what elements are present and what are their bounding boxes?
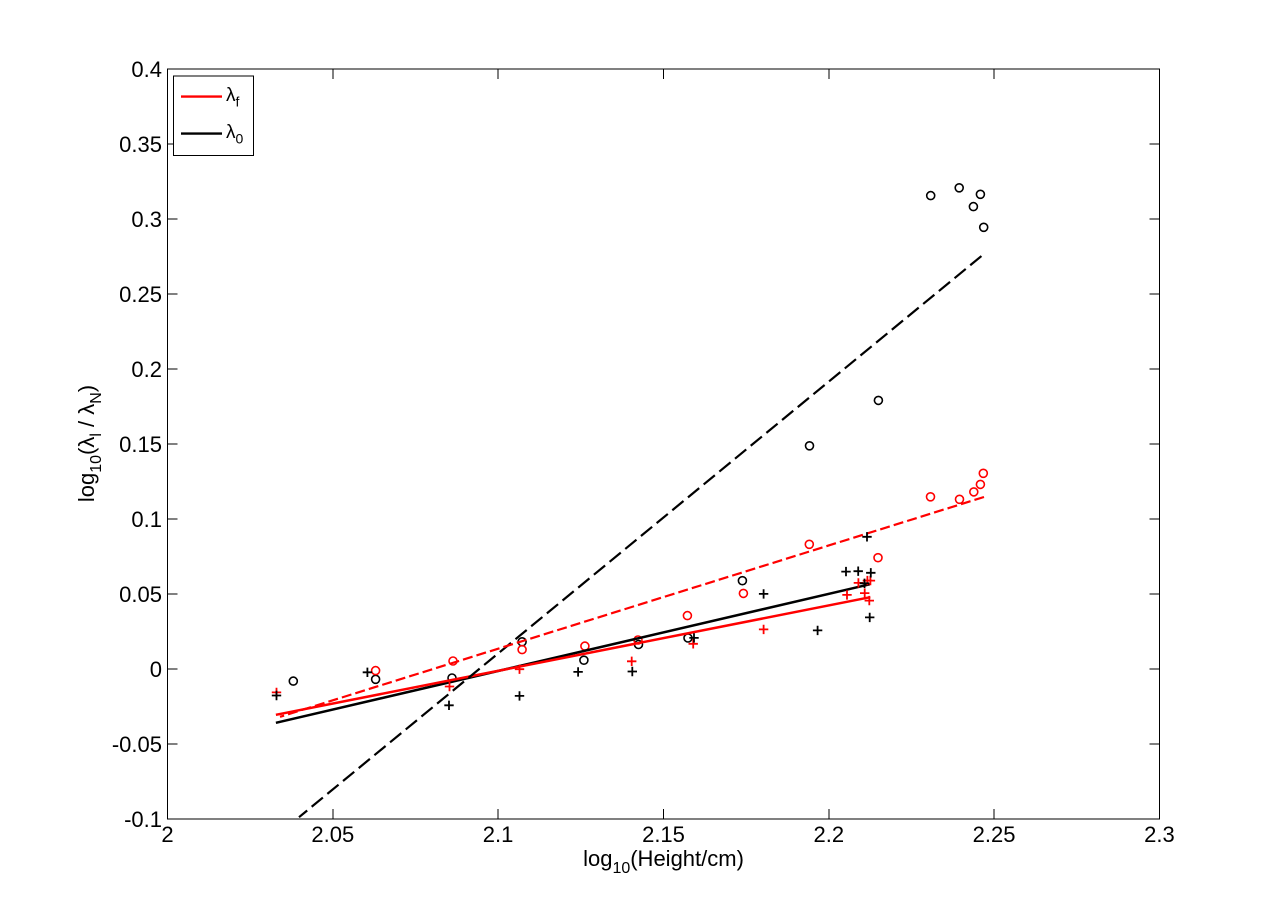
svg-text:0.15: 0.15 xyxy=(119,432,162,457)
svg-text:2.05: 2.05 xyxy=(311,822,354,847)
svg-text:0.3: 0.3 xyxy=(131,207,162,232)
svg-text:-0.05: -0.05 xyxy=(112,732,162,757)
svg-text:0.05: 0.05 xyxy=(119,582,162,607)
svg-text:-0.1: -0.1 xyxy=(124,807,162,832)
svg-text:0.35: 0.35 xyxy=(119,132,162,157)
svg-text:0.2: 0.2 xyxy=(131,357,162,382)
svg-text:2.15: 2.15 xyxy=(642,822,685,847)
svg-text:2.3: 2.3 xyxy=(1144,822,1175,847)
svg-text:0.1: 0.1 xyxy=(131,507,162,532)
svg-text:2.1: 2.1 xyxy=(483,822,514,847)
svg-text:2: 2 xyxy=(161,822,173,847)
svg-text:2.2: 2.2 xyxy=(814,822,845,847)
svg-text:0: 0 xyxy=(150,657,162,682)
svg-text:0.4: 0.4 xyxy=(131,57,162,82)
svg-text:2.25: 2.25 xyxy=(973,822,1016,847)
svg-text:0.25: 0.25 xyxy=(119,282,162,307)
